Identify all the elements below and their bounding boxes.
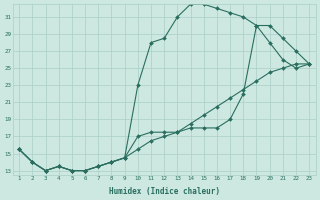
X-axis label: Humidex (Indice chaleur): Humidex (Indice chaleur) bbox=[109, 187, 220, 196]
